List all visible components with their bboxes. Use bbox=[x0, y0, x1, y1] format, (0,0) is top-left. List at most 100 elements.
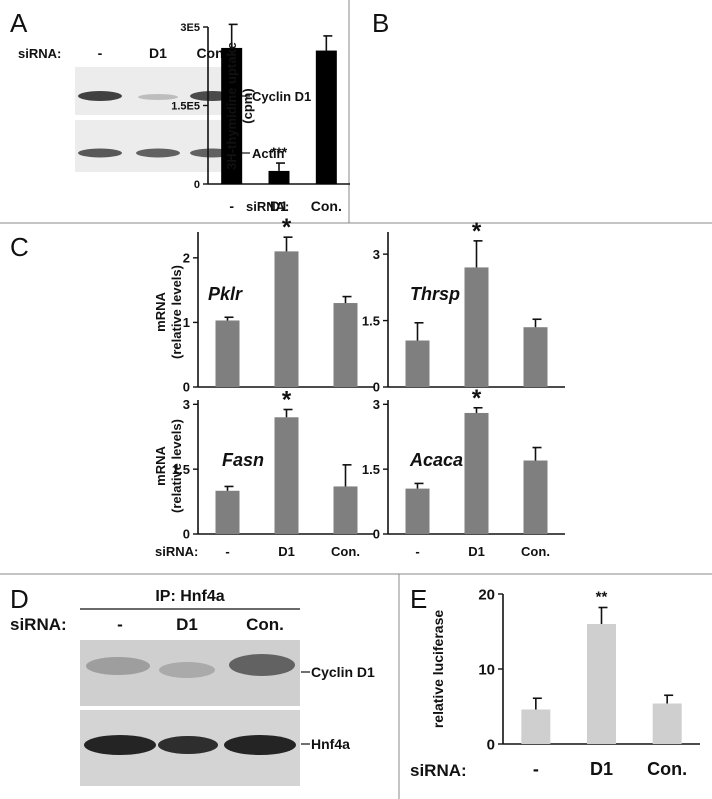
blot-a-lane-3: Con. bbox=[196, 45, 227, 61]
y-tick-label-c-pklr-2: 2 bbox=[183, 251, 190, 266]
y-tick-label-e-0: 0 bbox=[487, 736, 495, 753]
y-tick-label-c-fasn-1: 1.5 bbox=[172, 462, 190, 477]
chart-c-fasn: 0 1.5 3 - * D1 Con. Fasn bbox=[172, 387, 375, 559]
panel-label-a: A bbox=[10, 8, 28, 38]
y-tick-label-c-thrsp-2: 3 bbox=[373, 247, 380, 262]
category-label-e-1: D1 bbox=[590, 759, 613, 779]
significance-c-fasn-1: * bbox=[282, 387, 292, 414]
blot-d-band-hnf4a-lane2 bbox=[158, 736, 218, 754]
category-label-b-2: Con. bbox=[311, 198, 342, 214]
category-label-b-0: - bbox=[229, 198, 234, 214]
y-tick-label-c-fasn-0: 0 bbox=[183, 527, 190, 542]
bar-c-fasn-0 bbox=[215, 490, 240, 534]
y-tick-label-c-acaca-0: 0 bbox=[373, 527, 380, 542]
x-prefix-label-e: siRNA: bbox=[410, 761, 467, 780]
c-ylabel-bottom-line2: (relative levels) bbox=[169, 419, 184, 513]
category-label-c-acaca-2: Con. bbox=[521, 544, 550, 559]
y-axis-unit-b: (cpm) bbox=[240, 88, 255, 123]
blot-d-lane-3: Con. bbox=[246, 615, 284, 634]
y-tick-label-c-fasn-2: 3 bbox=[183, 397, 190, 412]
blot-d-band-cyclind1-lane1 bbox=[86, 657, 150, 675]
bar-c-acaca-2 bbox=[523, 460, 548, 534]
bar-b-1 bbox=[268, 170, 290, 184]
bar-c-pklr-1 bbox=[274, 251, 299, 387]
blot-a-bottom-membrane bbox=[75, 120, 240, 172]
blot-a-band-actin-lane2 bbox=[136, 148, 180, 158]
y-tick-label-c-thrsp-0: 0 bbox=[373, 380, 380, 395]
significance-c-acaca-1: * bbox=[472, 385, 482, 412]
blot-a-band-cyclind1-lane1 bbox=[78, 91, 122, 101]
significance-e-1: ** bbox=[596, 589, 608, 606]
blot-d-lane-1: - bbox=[117, 615, 123, 634]
y-tick-label-b-1: 1.5E5 bbox=[171, 100, 200, 112]
category-label-b-1: D1 bbox=[270, 198, 288, 214]
c-ylabel-top-line1: mRNA bbox=[153, 292, 168, 332]
significance-c-pklr-1: * bbox=[282, 214, 292, 241]
category-label-e-0: - bbox=[533, 759, 539, 779]
category-label-e-2: Con. bbox=[647, 759, 687, 779]
y-tick-label-e-2: 20 bbox=[478, 586, 495, 603]
y-axis-label-e: relative luciferase bbox=[430, 610, 446, 729]
blot-d-band-cyclind1-lane2 bbox=[159, 662, 215, 678]
category-label-c-fasn-0: - bbox=[225, 544, 229, 559]
bar-b-2 bbox=[315, 50, 337, 184]
y-tick-label-b-0: 0 bbox=[194, 179, 200, 191]
panel-label-e: E bbox=[410, 584, 427, 614]
bar-b-0 bbox=[221, 47, 243, 184]
bar-c-pklr-0 bbox=[215, 320, 240, 387]
chart-e: E 0 10 20 - ** D1 Con. relative luciferase siRNA: bbox=[410, 584, 700, 780]
significance-b-1: *** bbox=[271, 144, 288, 160]
category-label-c-acaca-1: D1 bbox=[468, 544, 485, 559]
gene-label-c-pklr: Pklr bbox=[208, 284, 243, 304]
chart-c-acaca: 0 1.5 3 - * D1 Con. Acaca bbox=[362, 385, 565, 559]
bar-c-acaca-1 bbox=[464, 412, 489, 534]
y-tick-label-c-acaca-2: 3 bbox=[373, 397, 380, 412]
gene-label-c-thrsp: Thrsp bbox=[410, 284, 460, 304]
c-ylabel-bottom-line1: mRNA bbox=[153, 446, 168, 486]
bar-c-fasn-1 bbox=[274, 417, 299, 534]
bar-c-thrsp-1 bbox=[464, 267, 489, 387]
blot-d-band-hnf4a-lane3 bbox=[224, 735, 296, 755]
y-tick-label-e-1: 10 bbox=[478, 661, 495, 678]
category-label-c-fasn-2: Con. bbox=[331, 544, 360, 559]
bar-c-pklr-2 bbox=[333, 303, 358, 387]
gene-label-c-fasn: Fasn bbox=[222, 450, 264, 470]
blot-a-top-membrane bbox=[75, 67, 240, 115]
blot-a-band-label-actin: Actin bbox=[252, 146, 285, 161]
blot-a-band-cyclind1-lane2 bbox=[138, 94, 178, 100]
gene-label-c-acaca: Acaca bbox=[409, 450, 463, 470]
y-tick-label-b-2: 3E5 bbox=[180, 22, 200, 34]
blot-a-band-label-cyclind1: Cyclin D1 bbox=[252, 89, 311, 104]
blot-d-band-label-hnf4a: Hnf4a bbox=[311, 736, 350, 752]
blot-d-lane-2: D1 bbox=[176, 615, 198, 634]
blot-d-band-cyclind1-lane3 bbox=[229, 654, 295, 676]
blot-a-lane-1: - bbox=[98, 45, 103, 61]
significance-c-thrsp-1: * bbox=[472, 218, 482, 245]
blot-d-band-hnf4a-lane1 bbox=[84, 735, 156, 755]
bar-c-fasn-2 bbox=[333, 486, 358, 534]
bar-e-1 bbox=[587, 624, 616, 744]
bar-e-0 bbox=[521, 709, 551, 744]
bar-c-thrsp-2 bbox=[523, 327, 548, 387]
y-tick-label-c-acaca-1: 1.5 bbox=[362, 462, 380, 477]
panel-label-d: D bbox=[10, 584, 29, 614]
blot-d-ip-label: IP: Hnf4a bbox=[155, 588, 224, 605]
blot-a-band-actin-lane1 bbox=[78, 148, 122, 158]
c-sirna-label: siRNA: bbox=[155, 544, 198, 559]
y-tick-label-c-pklr-0: 0 bbox=[183, 380, 190, 395]
panel-label-b: B bbox=[372, 8, 389, 38]
category-label-c-acaca-0: - bbox=[415, 544, 419, 559]
y-tick-label-c-pklr-1: 1 bbox=[183, 315, 190, 330]
chart-c-thrsp: 0 1.5 3 * Thrsp bbox=[362, 218, 565, 395]
bar-c-thrsp-0 bbox=[405, 340, 430, 387]
c-ylabel-top-line2: (relative levels) bbox=[169, 265, 184, 359]
blot-d-sirna-label: siRNA: bbox=[10, 615, 67, 634]
blot-d-band-label-cyclind1: Cyclin D1 bbox=[311, 664, 375, 680]
blot-a-sirna-label: siRNA: bbox=[18, 46, 61, 61]
chart-c-pklr: 0 1 2 * Pklr bbox=[183, 214, 375, 395]
panel-label-c: C bbox=[10, 232, 29, 262]
blot-a-lane-2: D1 bbox=[149, 45, 167, 61]
bar-c-acaca-0 bbox=[405, 488, 430, 534]
